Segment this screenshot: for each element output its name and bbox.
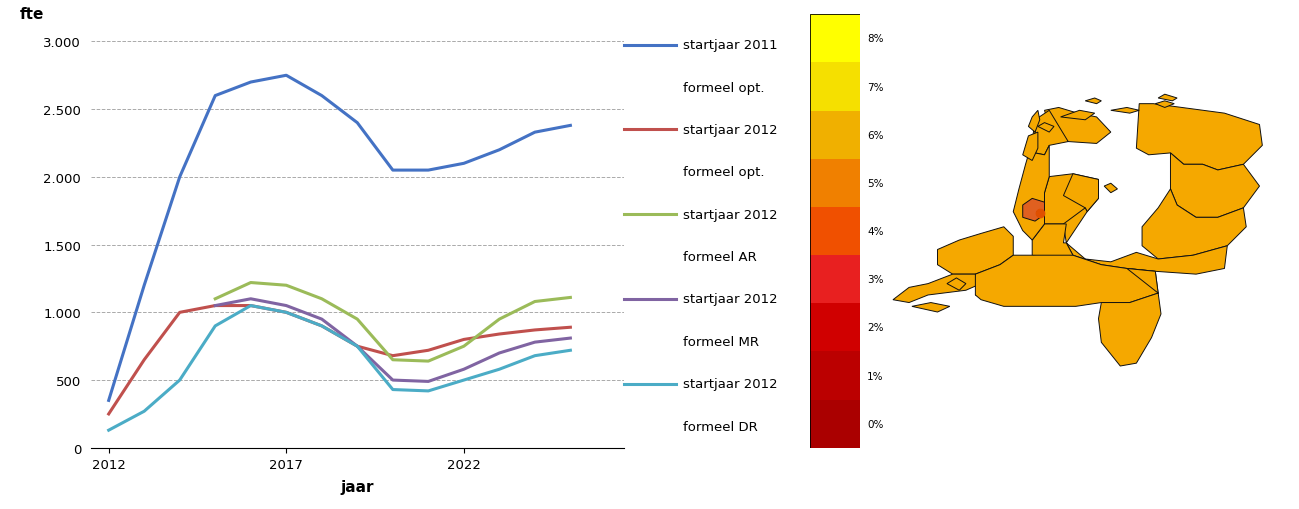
Polygon shape [976, 256, 1159, 307]
FancyBboxPatch shape [811, 256, 860, 304]
Text: formeel opt.: formeel opt. [683, 166, 765, 179]
FancyBboxPatch shape [811, 352, 860, 400]
Polygon shape [892, 274, 981, 303]
Polygon shape [1111, 108, 1139, 114]
FancyBboxPatch shape [811, 159, 860, 208]
Text: 4%: 4% [868, 227, 883, 237]
Polygon shape [912, 303, 950, 313]
Polygon shape [1155, 102, 1174, 108]
Polygon shape [1064, 175, 1099, 212]
Polygon shape [1029, 111, 1039, 133]
Polygon shape [1035, 111, 1068, 156]
Text: 2%: 2% [868, 323, 883, 333]
Text: startjaar 2011: startjaar 2011 [683, 39, 778, 52]
Text: formeel MR: formeel MR [683, 335, 760, 348]
Polygon shape [1022, 133, 1038, 161]
FancyBboxPatch shape [811, 15, 860, 63]
Y-axis label: fte: fte [21, 7, 44, 21]
X-axis label: jaar: jaar [340, 479, 374, 494]
Polygon shape [947, 278, 966, 291]
Polygon shape [1085, 99, 1102, 104]
Text: startjaar 2012: startjaar 2012 [683, 293, 778, 306]
Polygon shape [1060, 111, 1095, 121]
Polygon shape [1104, 184, 1117, 193]
Polygon shape [1044, 108, 1111, 144]
Text: 6%: 6% [868, 130, 883, 140]
Text: 5%: 5% [868, 179, 883, 188]
Polygon shape [1099, 269, 1161, 366]
Text: 3%: 3% [868, 275, 883, 285]
Polygon shape [1064, 209, 1228, 274]
FancyBboxPatch shape [811, 111, 860, 159]
Text: startjaar 2012: startjaar 2012 [683, 378, 778, 390]
Text: formeel opt.: formeel opt. [683, 81, 765, 94]
Polygon shape [1044, 175, 1099, 224]
Polygon shape [938, 228, 1013, 274]
Polygon shape [1037, 210, 1043, 214]
Polygon shape [976, 278, 1007, 300]
Polygon shape [1013, 121, 1050, 241]
Text: 0%: 0% [868, 419, 883, 429]
Text: formeel DR: formeel DR [683, 420, 759, 433]
Polygon shape [1137, 104, 1263, 171]
Polygon shape [1142, 189, 1246, 260]
FancyBboxPatch shape [811, 63, 860, 111]
Text: startjaar 2012: startjaar 2012 [683, 208, 778, 221]
FancyBboxPatch shape [811, 208, 860, 256]
Polygon shape [1033, 224, 1073, 262]
Text: 7%: 7% [868, 82, 883, 92]
Text: 8%: 8% [868, 34, 883, 44]
Text: formeel AR: formeel AR [683, 250, 757, 264]
Polygon shape [1170, 154, 1260, 218]
FancyBboxPatch shape [811, 400, 860, 448]
Text: startjaar 2012: startjaar 2012 [683, 124, 778, 136]
Polygon shape [1159, 95, 1177, 102]
FancyBboxPatch shape [811, 304, 860, 352]
Polygon shape [1038, 123, 1053, 133]
Text: 1%: 1% [868, 371, 883, 381]
Polygon shape [1022, 199, 1044, 222]
